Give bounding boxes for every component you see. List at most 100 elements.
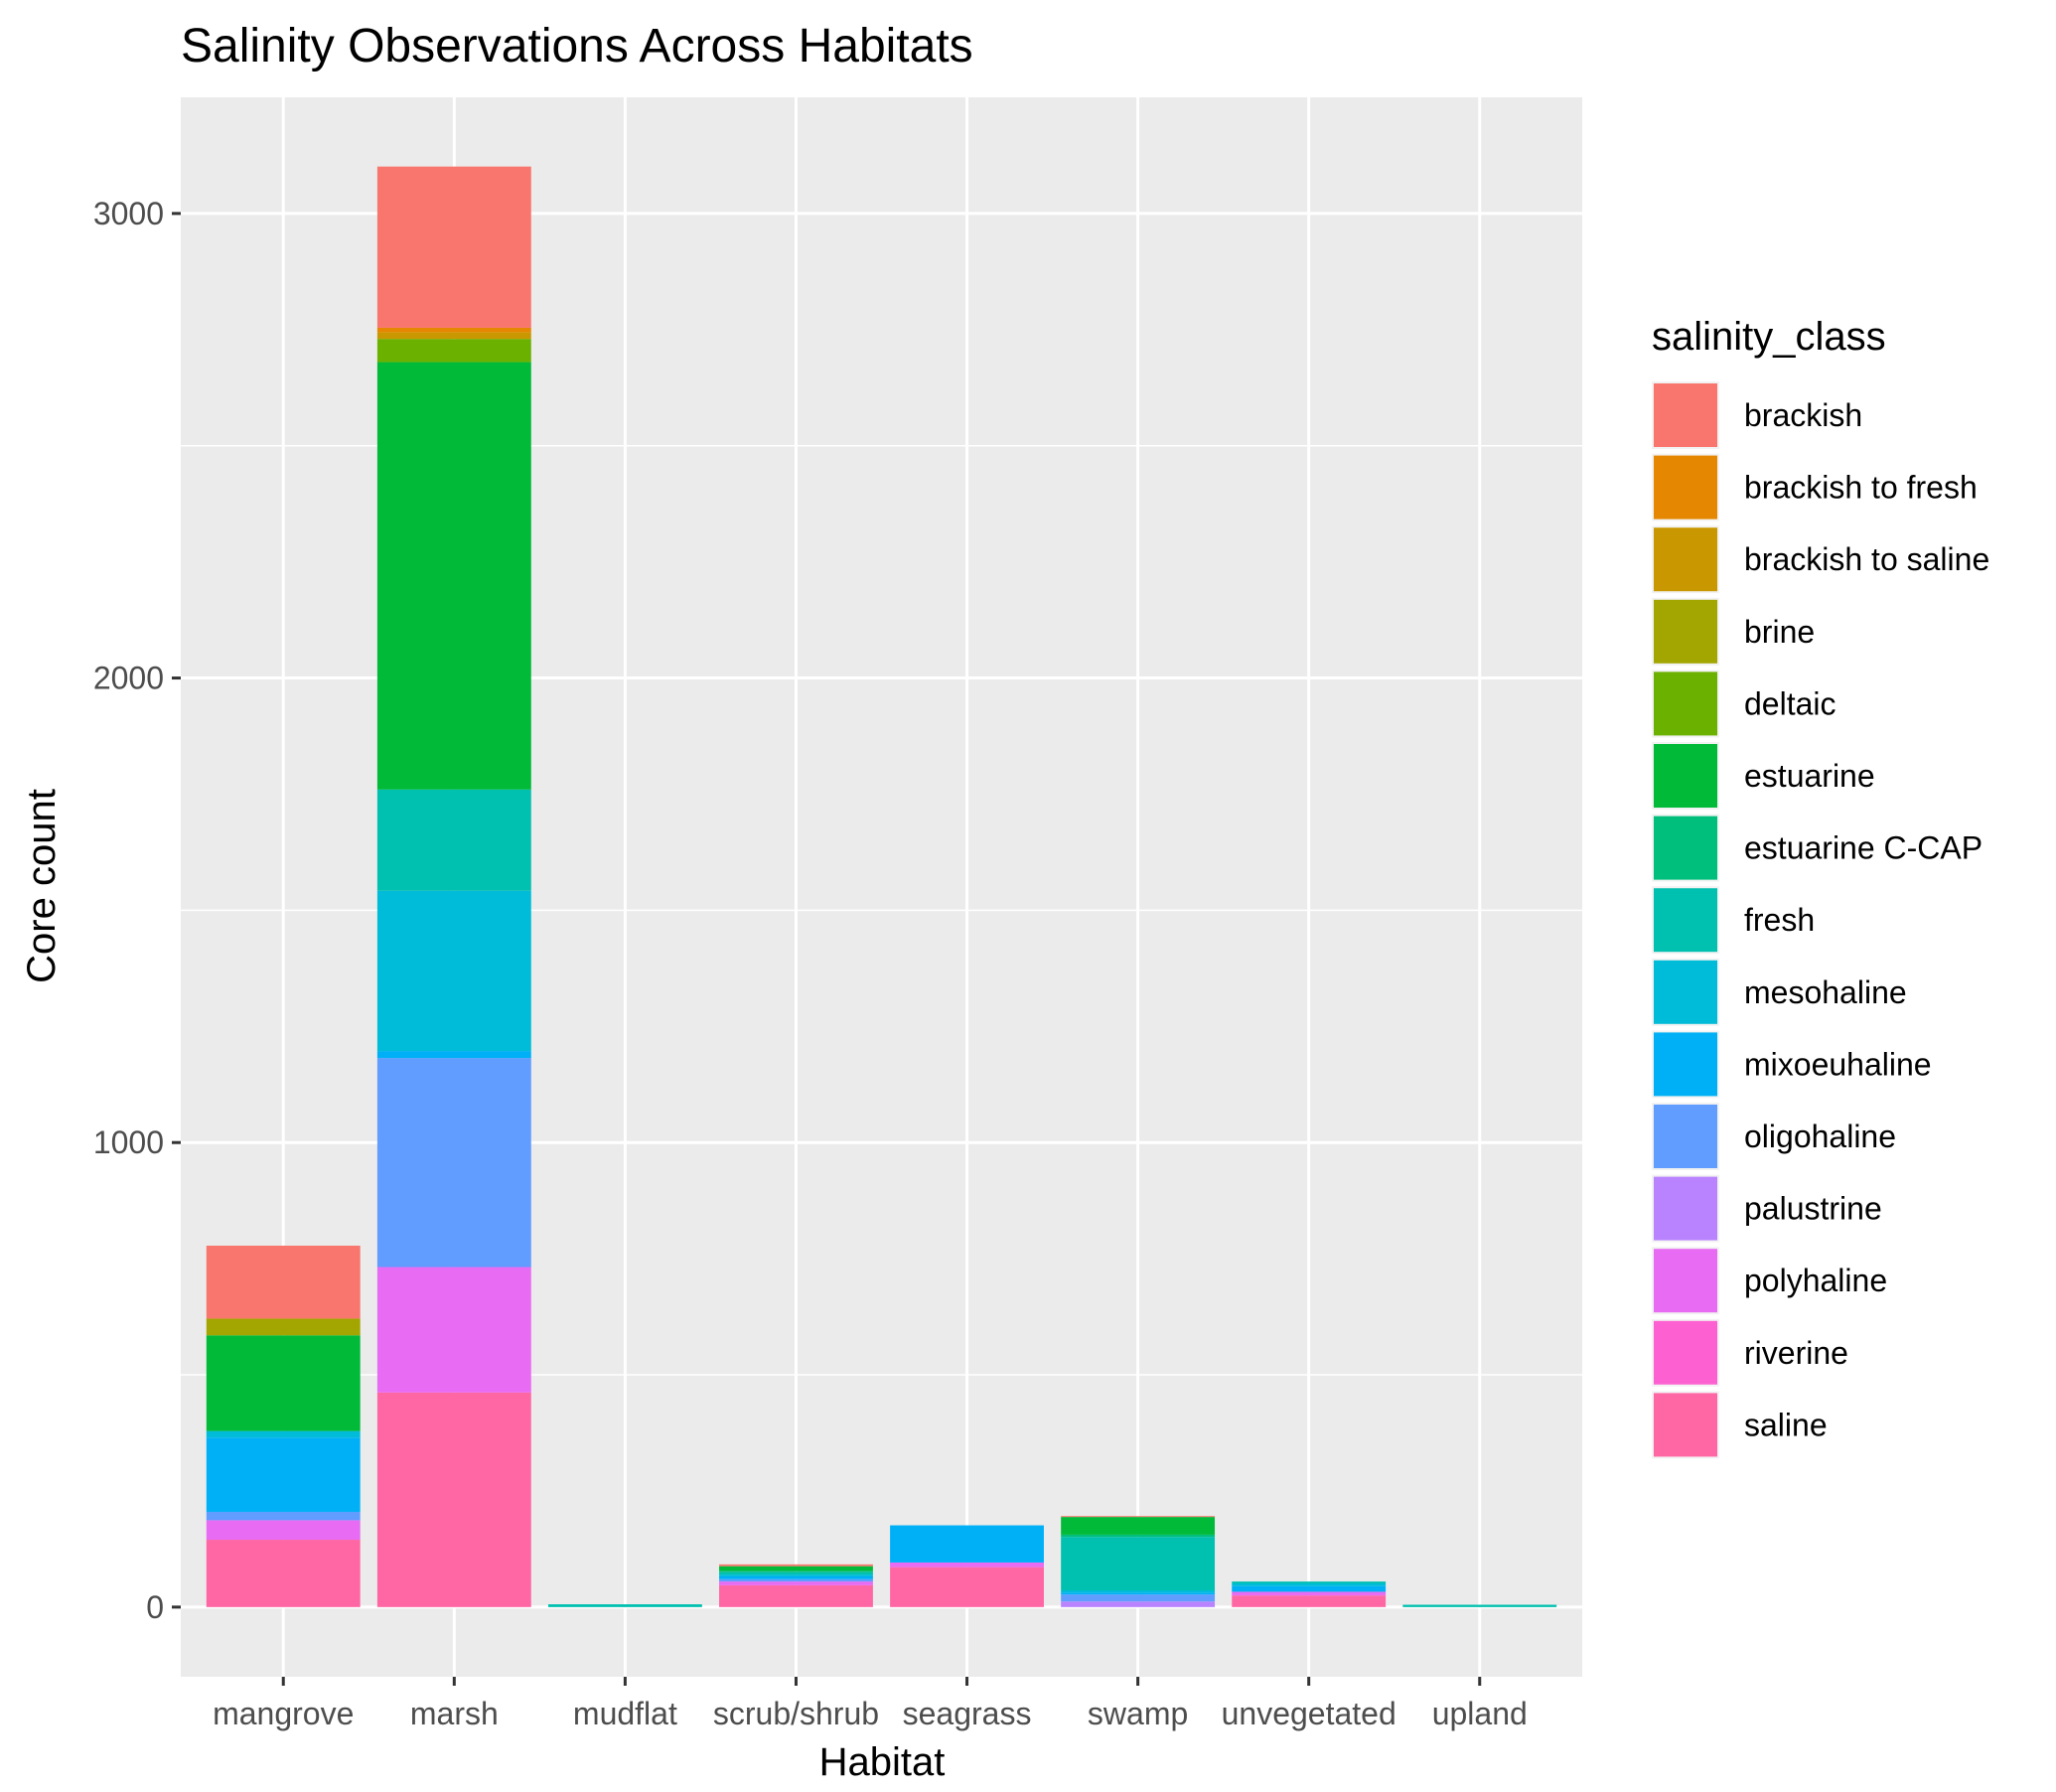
x-tick-label: upland: [1432, 1696, 1528, 1731]
bar-segment: [1402, 1604, 1557, 1607]
bar-segment: [1061, 1534, 1216, 1538]
legend-label: brackish: [1744, 397, 1862, 433]
plot-panel: [181, 97, 1582, 1677]
bar-segment: [1232, 1583, 1387, 1586]
legend-swatch: [1654, 888, 1717, 953]
legend-swatch: [1654, 1320, 1717, 1385]
legend-swatch: [1654, 1176, 1717, 1241]
legend-item: riverine: [1652, 1318, 1848, 1387]
bar-segment: [719, 1574, 873, 1576]
legend-label: oligohaline: [1744, 1119, 1896, 1154]
bar-segment: [1061, 1516, 1216, 1518]
legend-item: oligohaline: [1652, 1103, 1896, 1170]
bar-stack-mudflat: [547, 1604, 702, 1607]
legend-swatch: [1654, 455, 1717, 520]
legend-item: fresh: [1652, 886, 1815, 955]
bar-segment: [206, 1511, 361, 1521]
x-tick-label: unvegetated: [1222, 1696, 1396, 1731]
legend-label: brackish to saline: [1744, 541, 1989, 577]
legend-swatch: [1654, 1032, 1717, 1097]
bar-stack-upland: [1402, 1604, 1557, 1607]
legend-swatch: [1654, 960, 1717, 1024]
bar-segment: [890, 1562, 1044, 1568]
bar-segment: [376, 890, 531, 1052]
legend-item: estuarine C-CAP: [1652, 814, 1983, 882]
bar-stack-swamp: [1061, 1516, 1216, 1607]
legend-item: brackish: [1652, 381, 1862, 449]
legend-label: saline: [1744, 1407, 1828, 1442]
bar-segment: [1061, 1590, 1216, 1593]
bar-stack-scrub-shrub: [719, 1564, 873, 1607]
bar-segment: [719, 1570, 873, 1572]
legend-swatch: [1654, 383, 1717, 447]
y-tick-label: 3000: [93, 196, 164, 231]
legend-item: brackish to fresh: [1652, 453, 1978, 522]
x-tick-label: marsh: [410, 1696, 499, 1731]
legend-swatch: [1654, 1393, 1717, 1457]
bar-segment: [1232, 1585, 1387, 1592]
bar-segment: [1232, 1581, 1387, 1584]
y-tick-label: 1000: [93, 1124, 164, 1160]
bar-segment: [719, 1575, 873, 1579]
bar-segment: [376, 166, 531, 328]
bar-segment: [206, 1437, 361, 1512]
x-tick-label: swamp: [1088, 1696, 1188, 1731]
legend-label: brackish to fresh: [1744, 470, 1978, 506]
bar-stack-seagrass: [890, 1525, 1044, 1607]
x-tick-label: scrub/shrub: [713, 1696, 879, 1731]
y-axis: 0 1000 2000 3000: [93, 196, 181, 1625]
legend-item: deltaic: [1652, 670, 1836, 738]
legend-label: fresh: [1744, 902, 1815, 938]
bar-segment: [719, 1578, 873, 1582]
bar-segment: [206, 1335, 361, 1431]
legend-item: estuarine: [1652, 742, 1875, 810]
legend-title: salinity_class: [1652, 315, 1886, 359]
legend-swatch: [1654, 599, 1717, 664]
bar-segment: [376, 1267, 531, 1393]
bar-segment: [206, 1430, 361, 1438]
legend-swatch: [1654, 744, 1717, 808]
bar-segment: [890, 1525, 1044, 1563]
legend-label: mesohaline: [1744, 974, 1907, 1010]
bar-segment: [1232, 1595, 1387, 1607]
legend-label: riverine: [1744, 1335, 1848, 1371]
y-tick-label: 0: [146, 1589, 164, 1625]
bar-segment: [547, 1604, 702, 1607]
bar-segment: [376, 327, 531, 333]
legend-label: estuarine C-CAP: [1744, 830, 1983, 866]
bar-segment: [1232, 1591, 1387, 1596]
bar-stack-unvegetated: [1232, 1581, 1387, 1607]
legend-item: brackish to saline: [1652, 525, 1989, 594]
legend-item: polyhaline: [1652, 1247, 1887, 1315]
bar-segment: [719, 1571, 873, 1575]
bar-stack-marsh: [376, 166, 531, 1607]
legend-label: estuarine: [1744, 758, 1875, 794]
legend-label: polyhaline: [1744, 1263, 1887, 1298]
legend-item: mesohaline: [1652, 958, 1907, 1026]
bar-segment: [206, 1246, 361, 1319]
legend-swatch: [1654, 816, 1717, 880]
x-tick-label: seagrass: [903, 1696, 1032, 1731]
legend-item: saline: [1652, 1391, 1828, 1459]
legend-label: palustrine: [1744, 1191, 1882, 1227]
legend-label: brine: [1744, 614, 1815, 650]
x-tick-label: mudflat: [573, 1696, 677, 1731]
x-axis-title: Habitat: [819, 1740, 946, 1784]
bar-segment: [206, 1540, 361, 1607]
bar-segment: [719, 1566, 873, 1571]
bar-segment: [376, 1392, 531, 1607]
bar-segment: [1061, 1594, 1216, 1602]
chart-title: Salinity Observations Across Habitats: [181, 20, 973, 73]
legend-item: brine: [1652, 597, 1815, 666]
bar-segment: [1061, 1517, 1216, 1535]
bar-segment: [206, 1520, 361, 1541]
bar-segment: [719, 1581, 873, 1585]
bar-segment: [1061, 1537, 1216, 1591]
bar-segment: [1061, 1601, 1216, 1607]
legend-item: palustrine: [1652, 1174, 1882, 1243]
bar-segment: [376, 339, 531, 363]
bar-segment: [376, 332, 531, 340]
legend-swatch: [1654, 1249, 1717, 1313]
bar-segment: [376, 789, 531, 891]
bar-stack-mangrove: [206, 1246, 361, 1607]
